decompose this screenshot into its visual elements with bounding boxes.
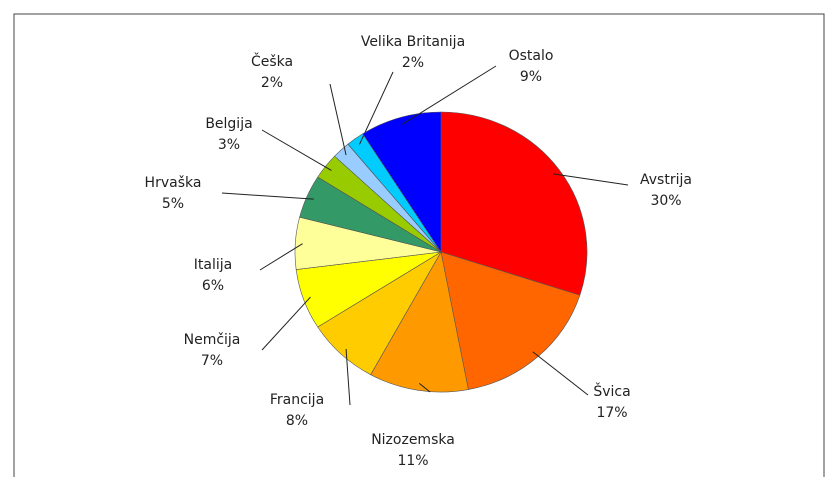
- leader-line: [402, 65, 497, 125]
- slice-value: 8%: [286, 413, 308, 429]
- leader-line: [532, 351, 589, 396]
- leader-line: [259, 243, 303, 271]
- slice-value: 7%: [201, 353, 223, 369]
- leader-line: [261, 129, 332, 171]
- pie-slice: [362, 111, 442, 253]
- slice-value: 6%: [202, 278, 224, 294]
- slice-label: Češka: [251, 52, 293, 70]
- slice-label: Švica: [593, 382, 630, 400]
- slice-value: 30%: [650, 193, 681, 209]
- slice-value: 2%: [402, 55, 424, 71]
- frame: [13, 13, 825, 477]
- slice-value: 3%: [218, 137, 240, 153]
- slice-value: 9%: [520, 69, 542, 85]
- slice-label: Velika Britanija: [361, 34, 465, 50]
- slice-label: Italija: [194, 257, 232, 273]
- slice-label: Belgija: [205, 116, 252, 132]
- slice-label: Hrvaška: [145, 175, 202, 191]
- slice-label: Nemčija: [184, 332, 241, 348]
- slice-label: Francija: [270, 392, 324, 408]
- leader-line: [261, 296, 311, 351]
- leader-line: [553, 173, 629, 186]
- leader-line: [345, 348, 351, 406]
- pie-slice: [440, 251, 581, 390]
- slice-label: Ostalo: [509, 48, 554, 64]
- leader-line: [418, 382, 431, 393]
- slice-value: 2%: [261, 75, 283, 91]
- pie-slice: [440, 111, 588, 296]
- slice-label: Avstrija: [640, 172, 692, 188]
- leader-line: [329, 83, 347, 156]
- pie-slice: [370, 251, 469, 393]
- leader-line: [221, 192, 314, 200]
- slice-value: 5%: [162, 196, 184, 212]
- slice-value: 17%: [596, 405, 627, 421]
- slice-value: 11%: [397, 453, 428, 469]
- slice-label: Nizozemska: [371, 432, 455, 448]
